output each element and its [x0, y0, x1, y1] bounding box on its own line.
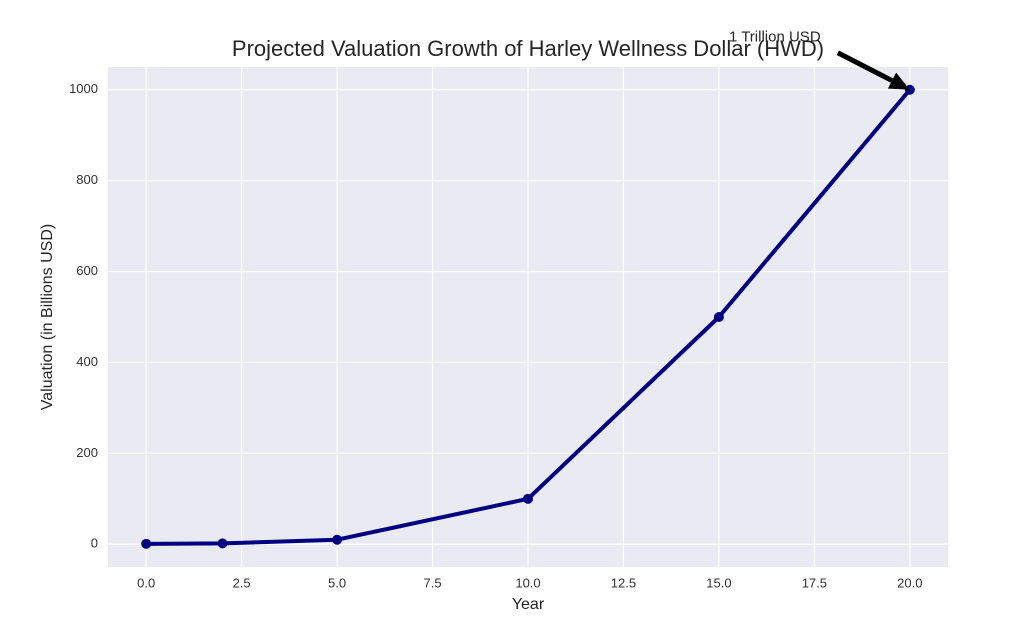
marker [523, 493, 533, 504]
marker [332, 534, 343, 545]
annotation-arrowhead [887, 72, 910, 90]
x-tick-label: 15.0 [706, 575, 731, 590]
x-tick-label: 7.5 [424, 575, 442, 590]
y-tick-label: 800 [76, 172, 98, 187]
marker [713, 312, 724, 322]
y-axis-label: Valuation (in Billions USD) [39, 224, 56, 410]
x-tick-label: 0.0 [137, 575, 155, 590]
y-tick-label: 400 [76, 354, 98, 369]
marker [141, 538, 152, 549]
chart-title: Projected Valuation Growth of Harley Wel… [232, 36, 824, 61]
marker [217, 538, 228, 549]
x-tick-label: 12.5 [611, 575, 636, 590]
annotation: 1 Trillion USD [729, 29, 821, 46]
x-tick-label: 2.5 [233, 575, 251, 590]
y-tick-label: 1000 [69, 81, 98, 96]
x-tick-label: 10.0 [515, 575, 540, 590]
x-axis-label: Year [512, 596, 545, 613]
y-tick-label: 200 [76, 445, 98, 460]
y-tick-label: 0 [91, 536, 98, 551]
y-tick-label: 600 [76, 263, 98, 278]
x-tick-label: 5.0 [328, 575, 346, 590]
annotation-arrow [836, 50, 894, 83]
line [146, 88, 912, 546]
x-tick-label: 20.0 [897, 575, 922, 590]
x-tick-label: 17.5 [802, 575, 827, 590]
